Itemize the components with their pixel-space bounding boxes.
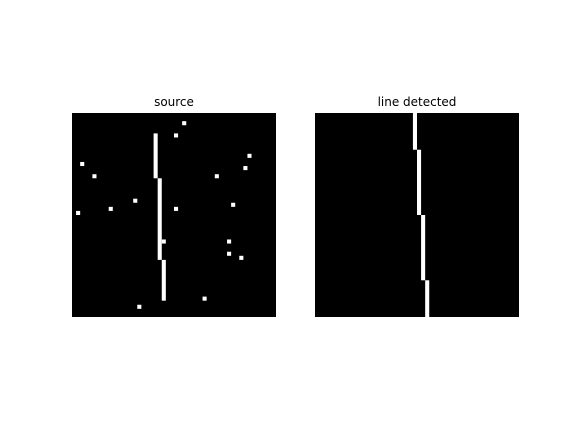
noise-pixel bbox=[203, 297, 207, 301]
noise-pixel bbox=[137, 305, 141, 309]
line-detected-panel bbox=[315, 113, 519, 317]
noise-pixel bbox=[182, 121, 186, 125]
image-background bbox=[72, 113, 276, 317]
line-segment bbox=[421, 215, 425, 280]
line-segment bbox=[158, 178, 162, 260]
noise-pixel bbox=[243, 166, 247, 170]
noise-pixel bbox=[162, 239, 166, 243]
noise-pixel bbox=[92, 174, 96, 178]
noise-pixel bbox=[227, 252, 231, 256]
source-panel-title: source bbox=[72, 95, 276, 109]
noise-pixel bbox=[109, 207, 113, 211]
noise-pixel bbox=[239, 256, 243, 260]
noise-pixel bbox=[215, 174, 219, 178]
noise-pixel bbox=[80, 162, 84, 166]
line-detected-panel-title: line detected bbox=[315, 95, 519, 109]
noise-pixel bbox=[76, 211, 80, 215]
noise-pixel bbox=[247, 154, 251, 158]
line-segment bbox=[413, 113, 417, 150]
noise-pixel bbox=[227, 239, 231, 243]
source-panel bbox=[72, 113, 276, 317]
noise-pixel bbox=[231, 203, 235, 207]
line-segment bbox=[417, 150, 421, 215]
line-segment bbox=[425, 280, 429, 317]
line-segment bbox=[154, 133, 158, 178]
noise-pixel bbox=[174, 133, 178, 137]
noise-pixel bbox=[133, 199, 137, 203]
noise-pixel bbox=[174, 207, 178, 211]
line-segment bbox=[162, 260, 166, 301]
